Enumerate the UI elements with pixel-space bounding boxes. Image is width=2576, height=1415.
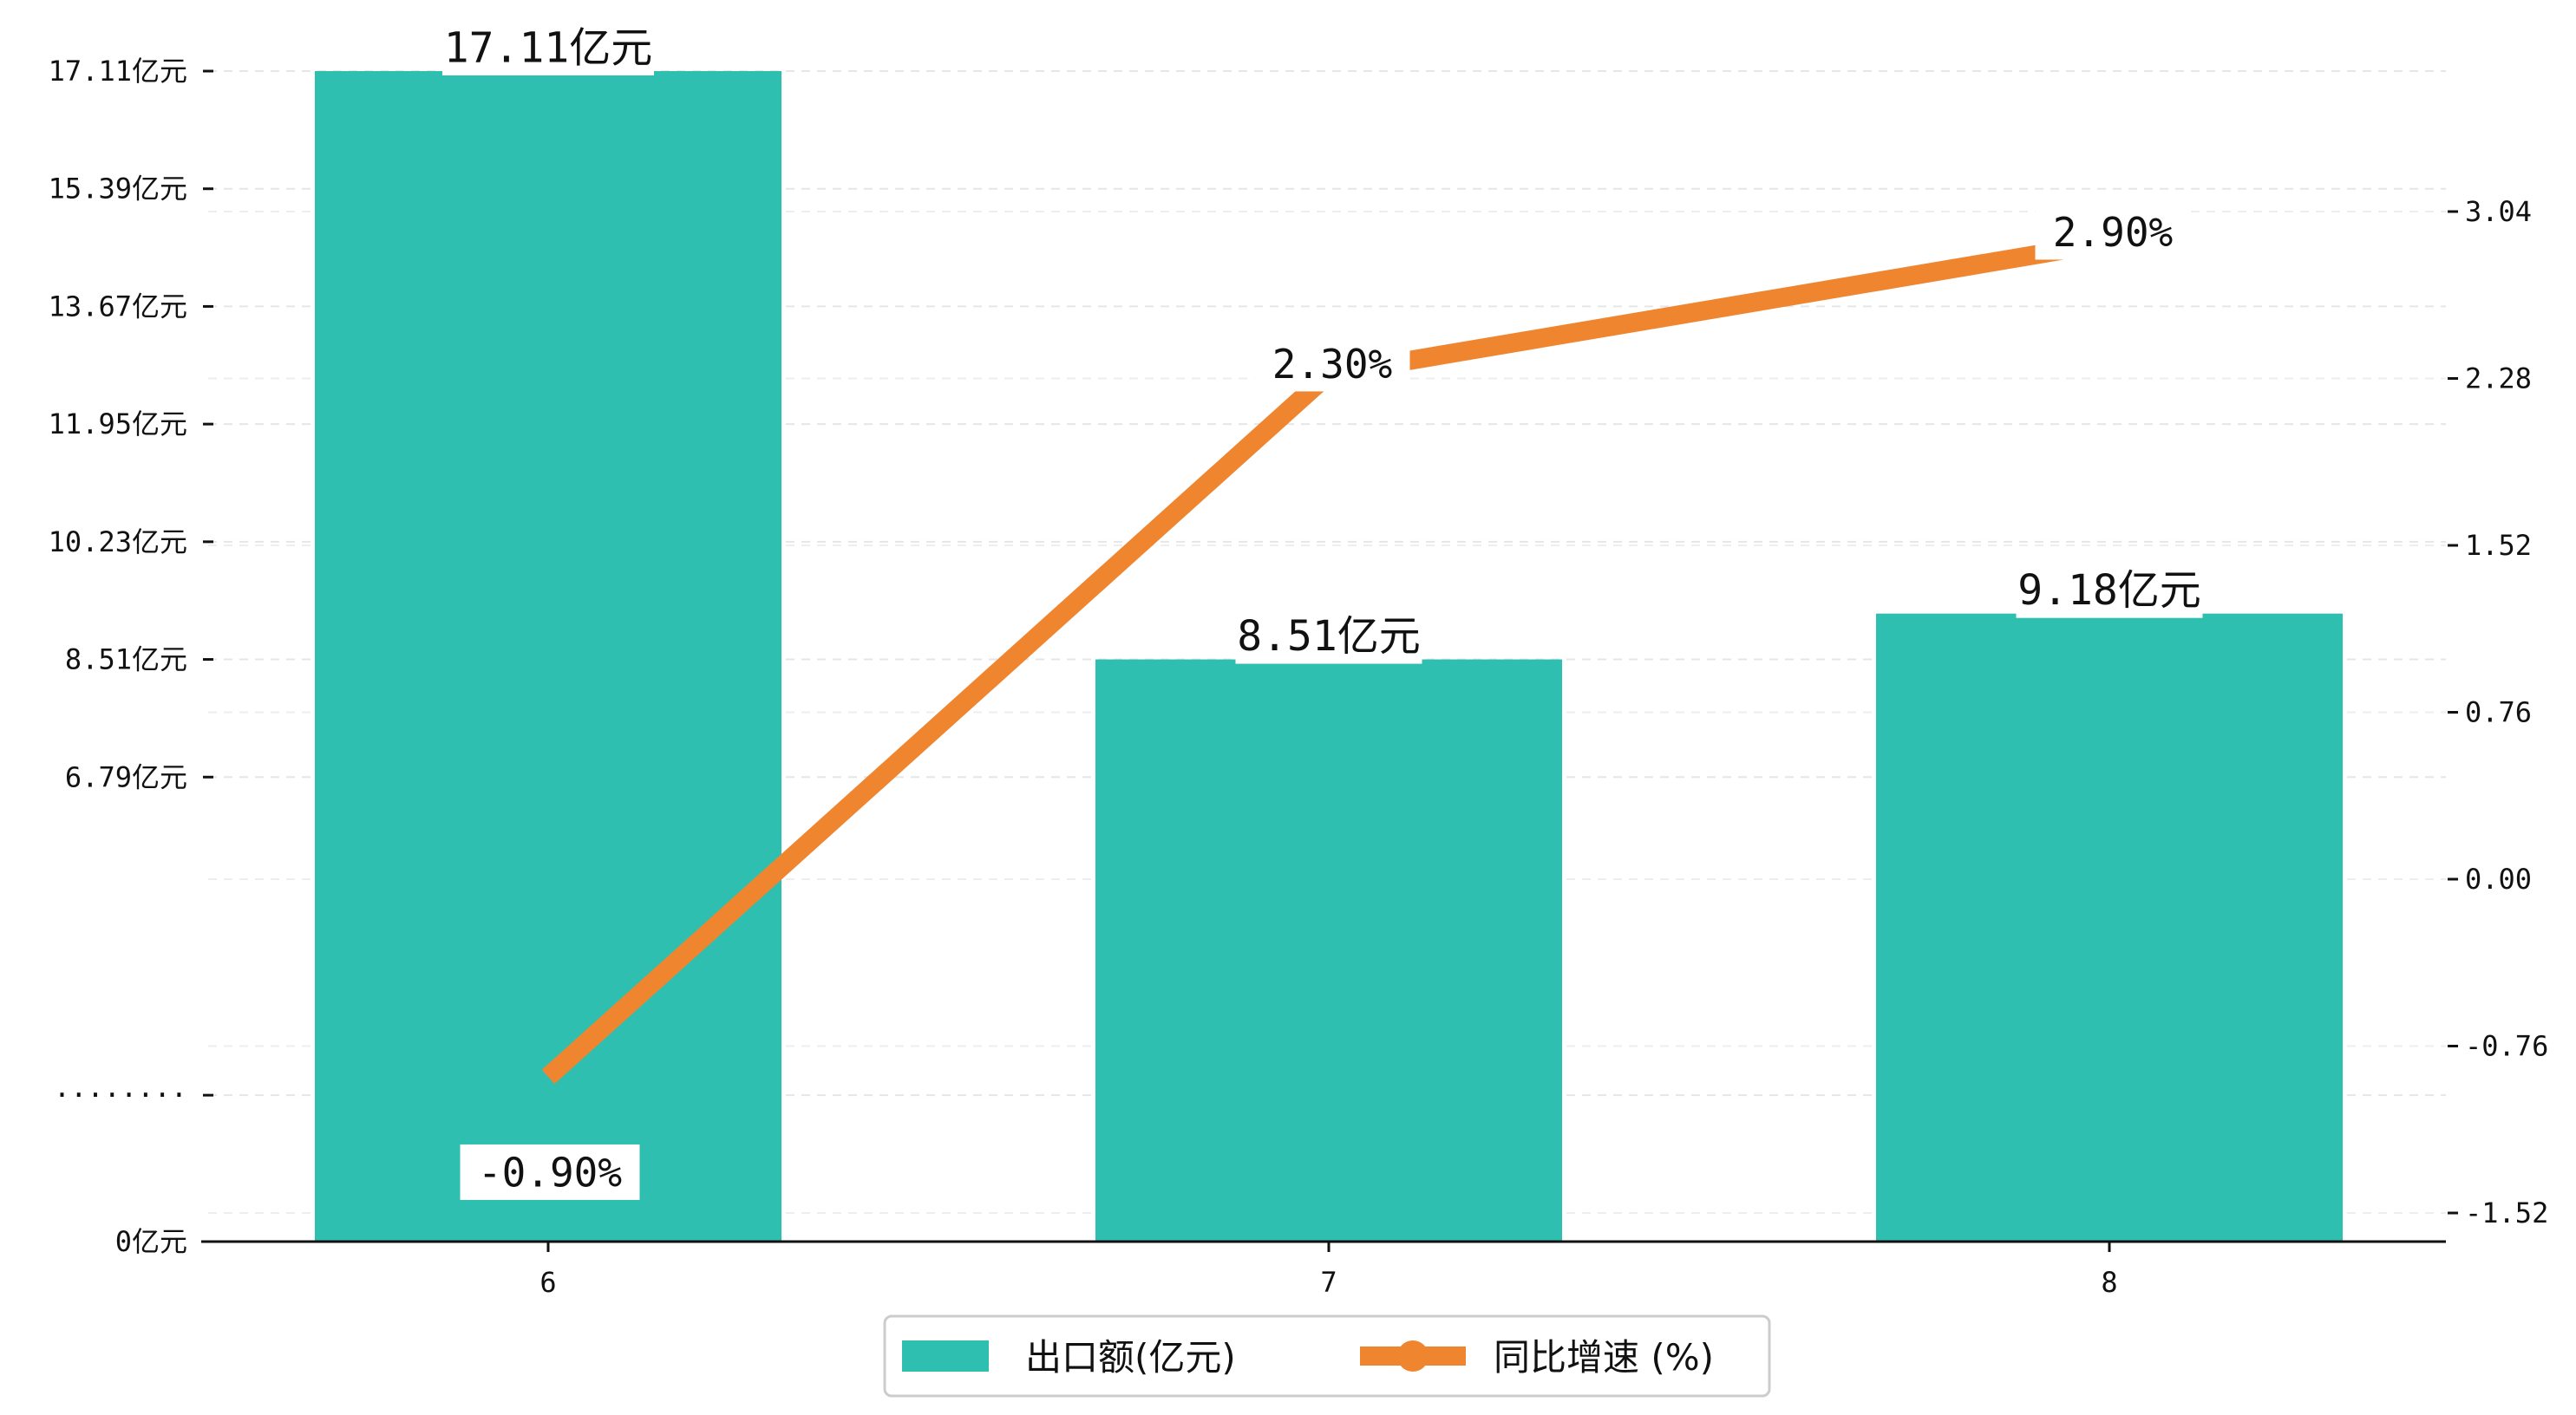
bar-data-label-box — [2016, 560, 2203, 618]
line-data-label-box — [1254, 336, 1410, 392]
y-left-tick-label: 8.51亿元 — [65, 643, 187, 676]
bar — [315, 71, 781, 1242]
legend-label-bar: 出口额(亿元) — [1025, 1336, 1236, 1379]
y-left-tick-label: 0亿元 — [115, 1225, 187, 1258]
y-left-tick-label: ········ — [54, 1079, 187, 1112]
y-right-tick-label: -1.52 — [2465, 1197, 2548, 1229]
bar — [1876, 613, 2343, 1242]
bar-data-label-box — [442, 18, 654, 75]
line-data-label: -0.90% — [478, 1150, 622, 1197]
bar-series — [315, 71, 2343, 1242]
y-left-tick-label: 11.95亿元 — [49, 408, 187, 440]
bar-data-label: 8.51亿元 — [1237, 612, 1421, 661]
legend-swatch-bar — [902, 1340, 989, 1372]
y-right-tick-label: 2.28 — [2465, 362, 2532, 395]
y-right-tick-label: 0.76 — [2465, 696, 2532, 729]
bar-data-label: 9.18亿元 — [2017, 566, 2201, 615]
axes: 0亿元 ········ 6.79亿元 8.51亿元 10.23亿元 11.95亿元 13.… — [49, 55, 2549, 1299]
y-left-tick-label: 6.79亿元 — [65, 760, 187, 793]
y-right-tick-label: -0.76 — [2465, 1030, 2548, 1063]
line-data-label: 2.30% — [1272, 341, 1392, 388]
y-right-tick-label: 0.00 — [2465, 863, 2532, 896]
y-left-tick-label: 13.67亿元 — [49, 290, 187, 323]
line-data-label: 2.90% — [2053, 209, 2173, 256]
legend-swatch-marker — [1397, 1340, 1429, 1372]
y-left-tick-label: 10.23亿元 — [49, 525, 187, 558]
line-data-label-box — [2035, 204, 2191, 260]
bar-data-label: 17.11亿元 — [444, 23, 653, 72]
x-tick-label: 8 — [2101, 1266, 2117, 1299]
legend-label-line: 同比增速 (%) — [1494, 1336, 1714, 1379]
legend: 出口额(亿元) 同比增速 (%) — [883, 1314, 1771, 1398]
y-right-tick-label: 3.04 — [2465, 195, 2532, 228]
bar-data-label-box — [1235, 606, 1422, 664]
data-labels: 17.11亿元 8.51亿元 9.18亿元 -0.90% 2.30% 2.90% — [442, 18, 2203, 1200]
y-left-tick-label: 17.11亿元 — [49, 55, 187, 88]
y-left-tick-label: 15.39亿元 — [49, 173, 187, 205]
y-right-tick-label: 1.52 — [2465, 529, 2532, 562]
line-data-label-box — [460, 1144, 640, 1200]
legend-box — [883, 1314, 1771, 1398]
x-tick-label: 6 — [539, 1266, 556, 1299]
bar — [1095, 659, 1562, 1242]
x-tick-label: 7 — [1320, 1266, 1337, 1299]
